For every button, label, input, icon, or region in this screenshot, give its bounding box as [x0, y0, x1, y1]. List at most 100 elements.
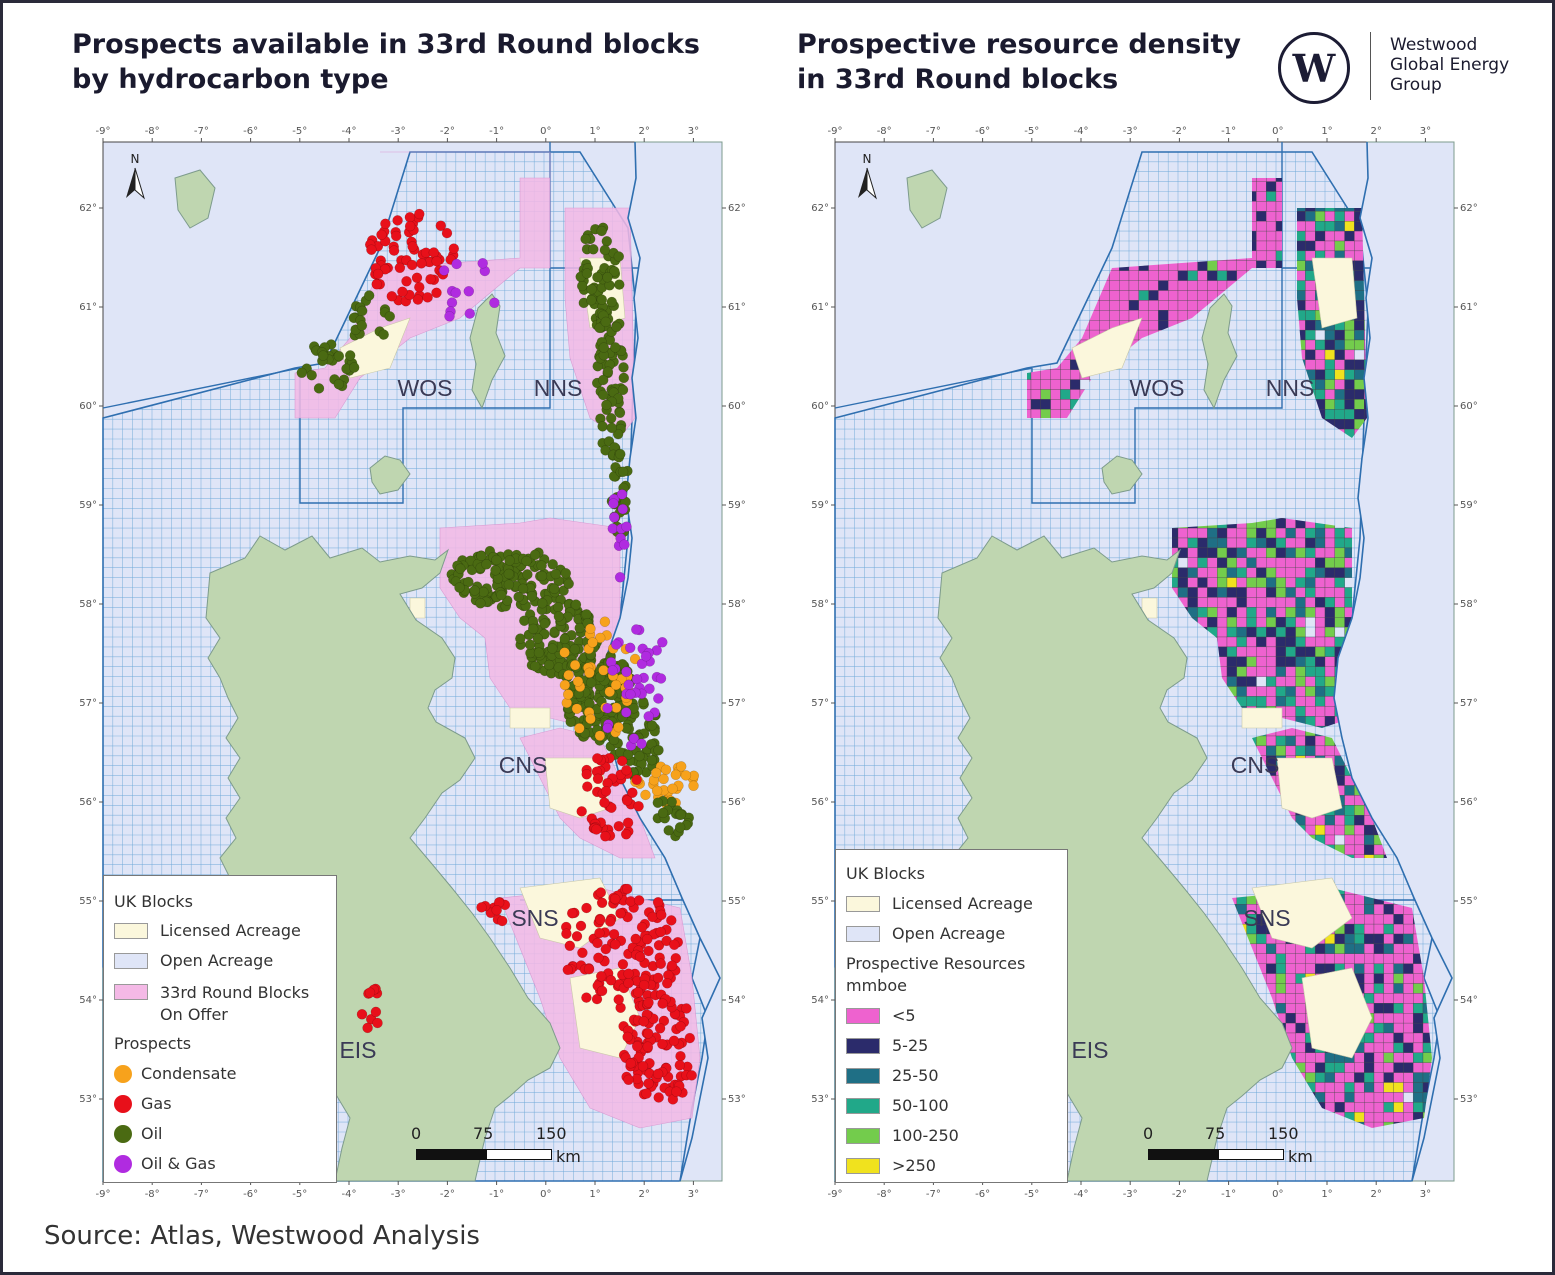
oil-prospect [522, 569, 533, 580]
lat-tick-label-left: 61° [80, 302, 97, 313]
oil-gas-prospect [477, 258, 488, 269]
gas-prospect [638, 979, 650, 991]
oil-prospect [592, 271, 603, 283]
gas-prospect [638, 1016, 650, 1027]
oil-prospect [574, 622, 585, 634]
oil-gas-prospect [451, 258, 462, 270]
oil-gas-prospect [628, 733, 640, 744]
resource-cell [1138, 300, 1149, 311]
condensate-prospect [594, 632, 606, 644]
gas-prospect [608, 928, 620, 940]
gas-prospect [643, 1078, 654, 1089]
oil-prospect [503, 568, 515, 580]
oil-prospect [614, 407, 626, 419]
gas-prospect [657, 998, 668, 1009]
oil-gas-prospect [643, 711, 654, 722]
condensate-prospect [572, 676, 584, 687]
gas-prospect [380, 218, 391, 230]
gas-prospect [606, 802, 617, 813]
lon-tick-label-bottom: 0° [540, 1189, 551, 1200]
oil-gas-prospect [450, 287, 462, 298]
gas-prospect [372, 268, 384, 280]
oil-gas-prospect [655, 673, 667, 684]
gas-prospect [392, 215, 403, 226]
oil-prospect [469, 585, 480, 596]
gas-prospect [666, 915, 677, 926]
oil-prospect [646, 720, 658, 731]
oil-gas-prospect [631, 624, 642, 635]
lat-tick-label-left: 55° [80, 896, 97, 907]
oil-gas-prospect [444, 311, 455, 322]
resource-cell [1119, 310, 1130, 321]
oil-prospect [617, 466, 629, 477]
oil-prospect [356, 305, 368, 317]
gas-prospect [364, 987, 376, 998]
oil-prospect [529, 549, 541, 561]
oil-prospect [594, 322, 605, 334]
legend-heading-uk-blocks: UK Blocks [114, 892, 193, 911]
gas-prospect [652, 972, 664, 984]
oil-prospect [348, 362, 360, 373]
gas-prospect [372, 1017, 383, 1029]
gas-prospect [616, 755, 628, 767]
condensate-prospect [613, 721, 624, 733]
gas-prospect [641, 1088, 652, 1099]
oil-prospect [560, 568, 572, 579]
gas-prospect [657, 1038, 668, 1050]
condensate-prospect [594, 730, 606, 741]
oil-prospect [585, 677, 597, 688]
licensed-swatch [114, 923, 148, 939]
gas-prospect [371, 279, 382, 290]
condensate-prospect [584, 667, 595, 679]
open-swatch [114, 953, 148, 969]
condensate-prospect [562, 689, 574, 700]
condensate-prospect [658, 773, 669, 785]
lon-tick-label-top: -8° [145, 126, 160, 137]
gas-prospect [653, 940, 665, 951]
scale-bar: 0 75 150 km [411, 1124, 593, 1174]
lon-tick-label-top: -7° [194, 126, 209, 137]
gas-prospect [622, 817, 634, 828]
gas-prospect [581, 992, 592, 1003]
oil-prospect [363, 290, 375, 301]
oil-prospect [602, 272, 613, 283]
gas-prospect [615, 908, 626, 919]
oil-prospect [313, 383, 325, 394]
resource-cell [1158, 300, 1169, 311]
oil-prospect [543, 659, 555, 671]
resource-cell [1119, 270, 1130, 281]
gas-prospect [600, 785, 612, 797]
resource-cell [1168, 280, 1179, 291]
resource-cell [1158, 280, 1169, 291]
lon-tick-label-top: 1° [589, 126, 600, 137]
condensate-prospect [604, 686, 615, 697]
resource-cell [1148, 290, 1159, 301]
region-label-nns: NNS [534, 375, 583, 401]
region-label-eis: EIS [339, 1037, 376, 1063]
gas-prospect [653, 1092, 664, 1103]
lon-tick-label-top: 2° [639, 126, 650, 137]
resource-cell [1089, 320, 1100, 331]
resource-cell [1109, 300, 1120, 311]
resource-cell [1148, 300, 1159, 311]
legend-item-oil-gas: Oil & Gas [114, 1154, 216, 1173]
resource-cell [1148, 310, 1159, 321]
oil-prospect [597, 421, 608, 432]
gas-prospect [422, 292, 433, 303]
lat-tick-label-left: 57° [80, 698, 97, 709]
oil-prospect [547, 559, 558, 570]
gas-prospect [414, 281, 425, 293]
resource-cell [1030, 409, 1041, 420]
lat-tick-label-left: 56° [80, 797, 97, 808]
gas-prospect [633, 895, 645, 906]
oil-prospect [653, 744, 664, 756]
resource-cell [1148, 280, 1159, 291]
oil-prospect [526, 590, 538, 602]
region-label-sns: SNS [511, 905, 558, 931]
lat-tick-label-right: 61° [728, 302, 745, 313]
oil-prospect [646, 754, 658, 766]
gas-prospect [379, 264, 391, 275]
oil-prospect [563, 578, 574, 590]
gas-prospect [356, 1009, 368, 1020]
legend-label: Oil & Gas [141, 1154, 216, 1173]
